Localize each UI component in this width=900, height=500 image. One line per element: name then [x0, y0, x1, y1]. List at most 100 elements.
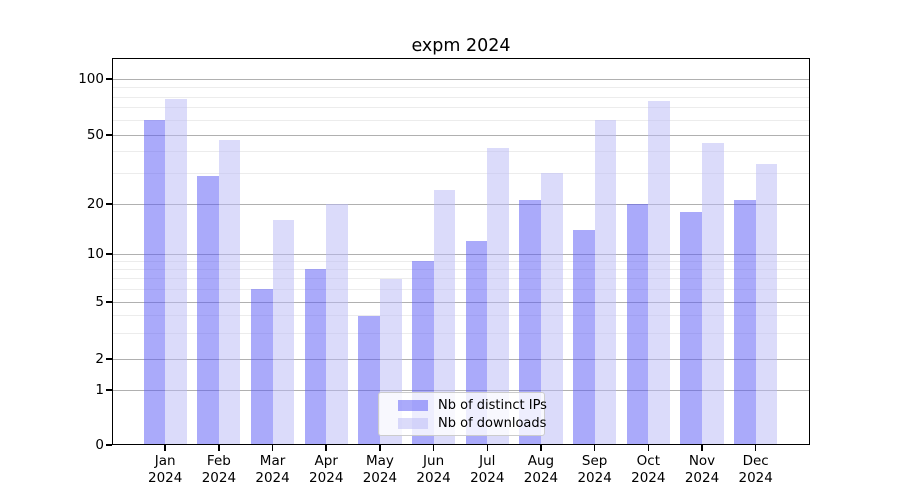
y-tick [106, 358, 112, 360]
y-tick-label: 1 [95, 382, 104, 398]
bar-downloads [218, 139, 241, 445]
bar-downloads [648, 101, 670, 445]
y-tick [106, 78, 112, 80]
x-tick [325, 445, 327, 451]
x-tick-label-month: Jun [423, 453, 445, 469]
legend: Nb of distinct IPs Nb of downloads [378, 392, 547, 436]
y-tick [106, 253, 112, 255]
y-tick [106, 301, 112, 303]
x-tick-label: Jan 2024 [135, 453, 195, 487]
y-tick-label: 10 [86, 246, 104, 262]
x-tick-label-year: 2024 [255, 470, 290, 486]
x-tick [271, 445, 274, 451]
legend-row-distinct-ips: Nb of distinct IPs [398, 397, 547, 415]
y-tick [106, 389, 112, 391]
x-tick-label-month: Apr [314, 453, 338, 469]
gridline-minor [112, 260, 810, 262]
x-tick-label-year: 2024 [416, 470, 451, 486]
x-tick-label: May 2024 [350, 453, 410, 487]
gridline-minor [112, 107, 810, 109]
x-tick-label-year: 2024 [523, 470, 559, 486]
y-tick-label: 0 [95, 437, 104, 453]
bar-distinct-ips [304, 269, 327, 445]
x-tick-label-month: Oct [636, 453, 660, 469]
x-tick-label-month: Feb [206, 453, 231, 469]
bar-downloads [594, 120, 617, 445]
gridline-minor [112, 268, 810, 270]
legend-row-downloads: Nb of downloads [398, 415, 546, 433]
bar-downloads [487, 148, 509, 445]
x-tick-label-month: Sep [581, 453, 608, 469]
x-tick-label-year: 2024 [684, 470, 720, 486]
x-tick-label-month: Jan [154, 453, 176, 469]
gridline-minor [112, 172, 810, 174]
x-tick-label: Nov 2024 [672, 453, 732, 487]
bar-distinct-ips [143, 120, 166, 445]
x-tick-label-month: Nov [688, 453, 716, 469]
y-tick-label: 50 [86, 127, 104, 143]
x-tick-label-month: May [365, 453, 394, 469]
x-tick [164, 445, 166, 451]
bar-distinct-ips [680, 211, 702, 445]
bar-downloads [540, 173, 563, 445]
bar-distinct-ips [626, 204, 649, 445]
bar-downloads [165, 99, 187, 445]
gridline-minor [112, 87, 810, 88]
gridline-minor [112, 288, 810, 290]
gridline-major [112, 134, 810, 136]
bar-distinct-ips [734, 200, 756, 445]
x-tick-label-year: 2024 [470, 470, 505, 486]
legend-swatch-downloads [398, 417, 428, 429]
x-tick-label: Sep 2024 [565, 453, 625, 487]
x-tick [218, 445, 220, 451]
x-tick-label: Jul 2024 [457, 453, 517, 487]
x-tick [701, 445, 703, 451]
x-tick [486, 445, 489, 451]
gridline-minor [112, 333, 810, 335]
bar-downloads [702, 142, 724, 445]
x-tick-label-year: 2024 [738, 470, 773, 486]
legend-label-downloads: Nb of downloads [438, 415, 547, 431]
x-tick-label-month: Jul [479, 453, 496, 469]
x-tick [754, 445, 757, 451]
bar-distinct-ips [519, 200, 541, 445]
x-tick-label: Oct 2024 [618, 453, 678, 487]
bar-downloads [326, 204, 348, 445]
x-tick [379, 445, 381, 451]
y-tick [106, 444, 112, 446]
gridline-minor [112, 96, 810, 98]
x-tick [432, 445, 435, 451]
legend-swatch-distinct-ips [398, 400, 428, 412]
gridline-minor [112, 151, 810, 153]
legend-label-distinct-ips: Nb of distinct IPs [438, 398, 547, 414]
x-tick [647, 445, 650, 451]
x-tick-label: Apr 2024 [296, 453, 356, 487]
x-tick-label-year: 2024 [201, 470, 237, 486]
x-tick-label: Feb 2024 [189, 453, 249, 487]
bar-downloads [272, 220, 295, 445]
gridline-minor [112, 315, 810, 317]
x-tick-label-year: 2024 [148, 470, 183, 486]
bar-downloads [755, 164, 778, 445]
x-tick [540, 445, 542, 451]
x-tick-label: Mar 2024 [243, 453, 303, 487]
y-tick-label: 20 [86, 196, 104, 212]
bar-distinct-ips [197, 176, 219, 445]
gridline-major [112, 253, 810, 255]
x-tick-label-year: 2024 [362, 470, 398, 486]
gridline-major [112, 301, 810, 303]
y-tick-label: 5 [95, 294, 104, 310]
x-tick-label-year: 2024 [631, 470, 666, 486]
x-tick-label: Dec 2024 [726, 453, 786, 487]
x-tick [593, 445, 596, 451]
x-tick-label-year: 2024 [577, 470, 612, 486]
y-tick [106, 203, 112, 205]
y-tick-label: 100 [78, 71, 104, 87]
x-tick-label-month: Aug [527, 453, 555, 469]
x-tick-label: Jun 2024 [404, 453, 464, 487]
bar-distinct-ips [573, 229, 595, 445]
gridline-minor [112, 119, 810, 121]
bar-distinct-ips [250, 289, 273, 445]
